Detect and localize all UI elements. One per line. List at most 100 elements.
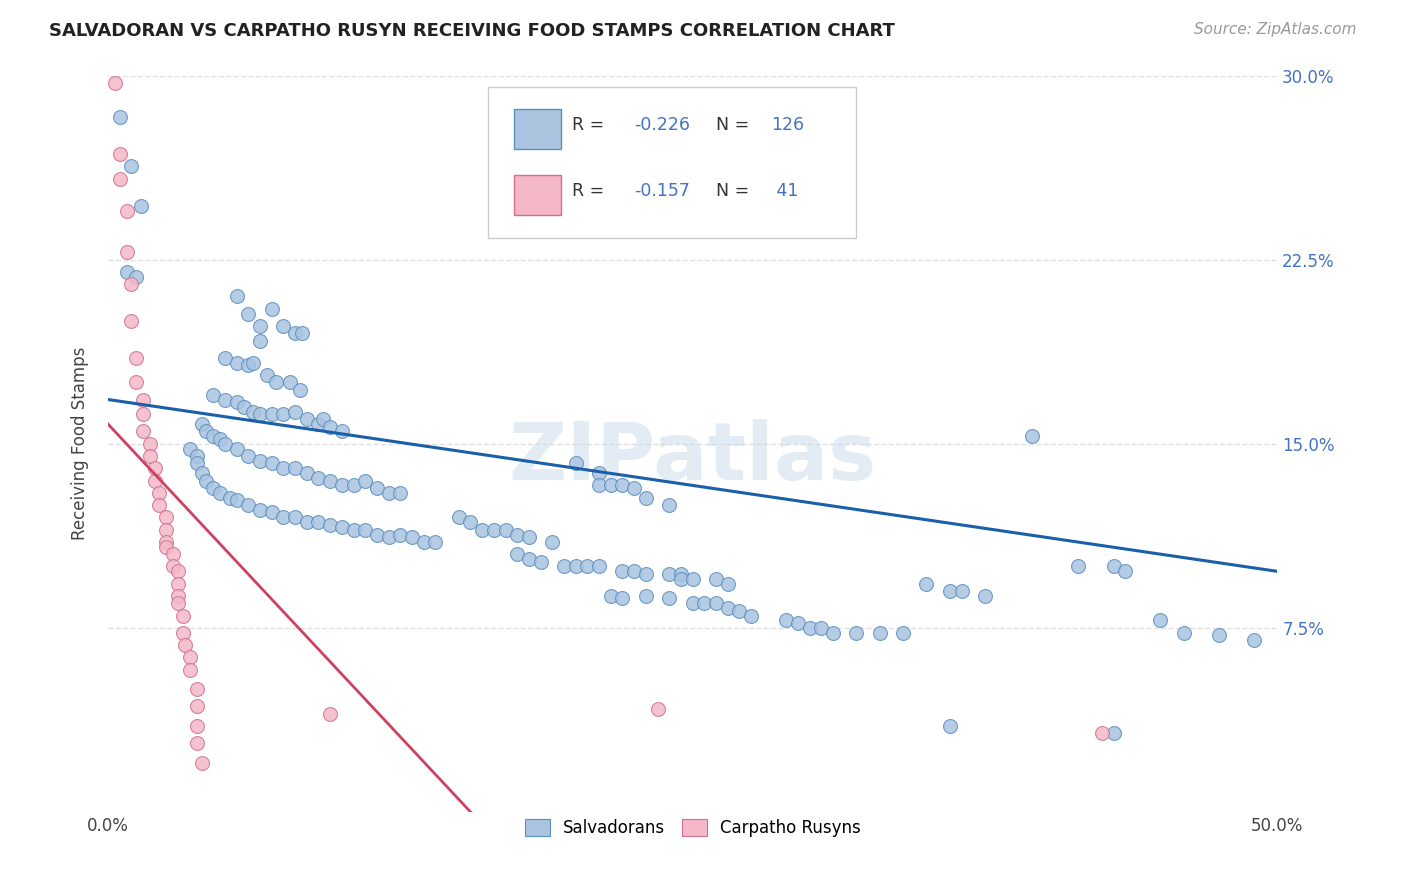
Point xyxy=(775,614,797,628)
Point xyxy=(412,534,434,549)
Point xyxy=(284,405,307,419)
Point xyxy=(186,736,208,750)
Point xyxy=(143,461,166,475)
Point xyxy=(186,456,208,470)
Point xyxy=(295,466,318,480)
Point xyxy=(209,485,232,500)
Point xyxy=(1102,559,1125,574)
Point xyxy=(506,527,529,541)
Bar xyxy=(513,109,561,149)
Point xyxy=(115,203,138,218)
Point xyxy=(202,387,225,401)
Point xyxy=(389,485,412,500)
Text: Source: ZipAtlas.com: Source: ZipAtlas.com xyxy=(1194,22,1357,37)
Point xyxy=(564,559,586,574)
Point xyxy=(280,376,302,390)
Point xyxy=(162,547,184,561)
Point xyxy=(214,436,236,450)
Point xyxy=(155,510,177,524)
Point xyxy=(425,534,447,549)
Point xyxy=(612,478,634,492)
Point xyxy=(214,351,236,365)
Point xyxy=(120,277,142,292)
Point xyxy=(786,615,808,630)
Point xyxy=(377,530,399,544)
Point xyxy=(232,400,254,414)
Point xyxy=(266,376,288,390)
Y-axis label: Receiving Food Stamps: Receiving Food Stamps xyxy=(72,347,89,541)
Text: SALVADORAN VS CARPATHO RUSYN RECEIVING FOOD STAMPS CORRELATION CHART: SALVADORAN VS CARPATHO RUSYN RECEIVING F… xyxy=(49,22,896,40)
Point xyxy=(249,454,271,468)
Point xyxy=(273,407,295,421)
Text: R =: R = xyxy=(572,116,605,134)
Point xyxy=(634,589,657,603)
Point xyxy=(167,589,190,603)
Point xyxy=(225,289,247,303)
Text: 41: 41 xyxy=(770,182,799,200)
Point xyxy=(658,591,681,606)
Text: N =: N = xyxy=(716,116,749,134)
Point xyxy=(108,110,131,124)
Point xyxy=(312,412,335,426)
Point xyxy=(495,523,517,537)
Point xyxy=(588,466,610,480)
Point xyxy=(249,318,271,333)
Point xyxy=(225,442,247,456)
Point xyxy=(172,625,194,640)
Point xyxy=(139,449,162,463)
Point xyxy=(845,625,868,640)
Point xyxy=(132,407,155,421)
Point xyxy=(704,572,727,586)
Point xyxy=(319,419,342,434)
Point xyxy=(634,566,657,581)
Point xyxy=(249,407,271,421)
Point xyxy=(260,301,283,316)
Point xyxy=(1067,559,1090,574)
Point xyxy=(1149,614,1171,628)
Text: 126: 126 xyxy=(770,116,804,134)
Point xyxy=(541,534,564,549)
Point xyxy=(799,621,821,635)
Point xyxy=(167,596,190,610)
Point xyxy=(148,485,170,500)
Point xyxy=(1208,628,1230,642)
Point xyxy=(377,485,399,500)
Point xyxy=(214,392,236,407)
Point xyxy=(693,596,716,610)
Point xyxy=(190,417,212,431)
Point xyxy=(242,405,264,419)
Point xyxy=(225,356,247,370)
Point xyxy=(195,425,218,439)
Point xyxy=(319,474,342,488)
Point xyxy=(401,530,423,544)
Point xyxy=(704,596,727,610)
Point xyxy=(308,515,330,529)
Point xyxy=(471,523,494,537)
Point xyxy=(238,358,260,372)
Point xyxy=(108,147,131,161)
Point xyxy=(225,493,247,508)
Point xyxy=(319,517,342,532)
Point xyxy=(155,523,177,537)
Point xyxy=(162,559,184,574)
Legend: Salvadorans, Carpatho Rusyns: Salvadorans, Carpatho Rusyns xyxy=(517,813,868,844)
Point xyxy=(167,565,190,579)
Point xyxy=(132,425,155,439)
Point xyxy=(342,478,364,492)
Point xyxy=(506,547,529,561)
Point xyxy=(342,523,364,537)
Point xyxy=(179,650,201,665)
Point xyxy=(599,589,621,603)
Point xyxy=(209,432,232,446)
Point xyxy=(647,702,669,716)
Point xyxy=(186,719,208,733)
Point xyxy=(366,527,388,541)
Point xyxy=(891,625,914,640)
Point xyxy=(238,498,260,512)
Point xyxy=(238,449,260,463)
Point xyxy=(682,596,704,610)
Point xyxy=(1102,726,1125,740)
Point xyxy=(1114,565,1136,579)
Point xyxy=(553,559,575,574)
Point xyxy=(284,326,307,341)
